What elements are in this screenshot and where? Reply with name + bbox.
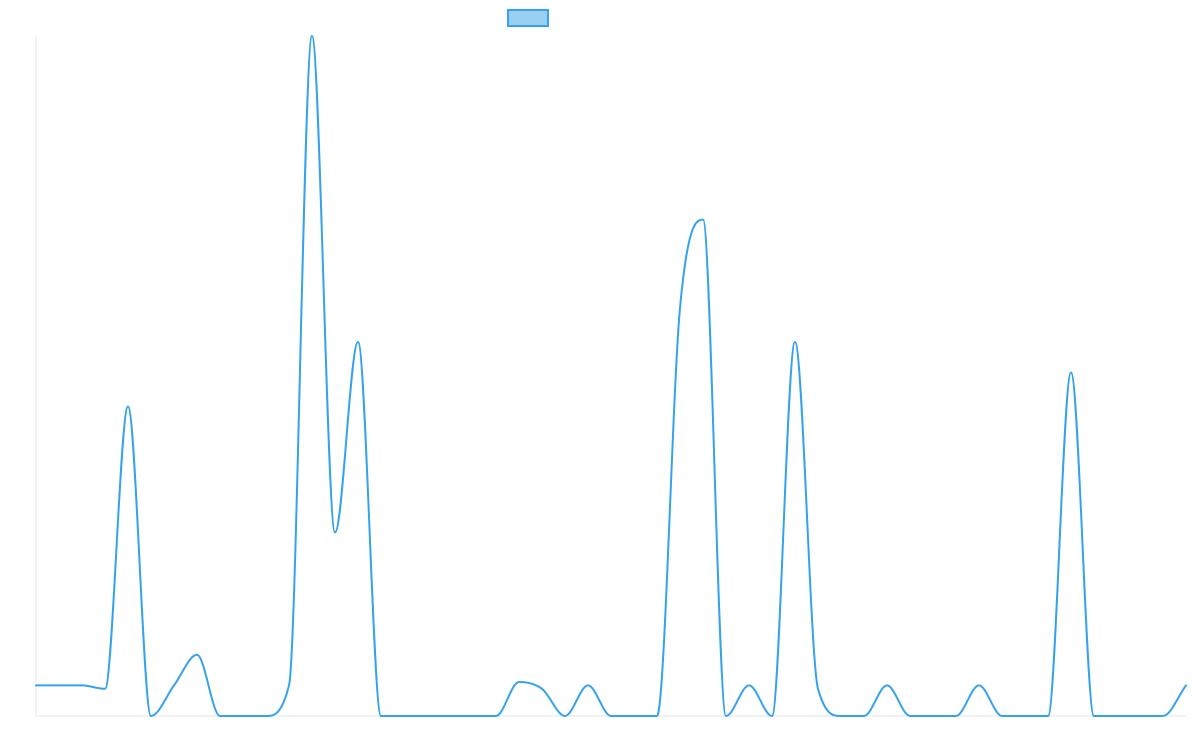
series-line-0 <box>35 35 1187 717</box>
data-point[interactable] <box>516 679 522 685</box>
data-point[interactable] <box>953 713 959 719</box>
series-group <box>33 33 1189 719</box>
data-point[interactable] <box>1091 713 1097 719</box>
data-point[interactable] <box>332 529 338 535</box>
data-point[interactable] <box>355 339 361 345</box>
data-point[interactable] <box>999 713 1005 719</box>
data-point[interactable] <box>838 713 844 719</box>
data-point[interactable] <box>125 404 131 410</box>
data-point[interactable] <box>746 682 752 688</box>
data-point[interactable] <box>424 713 430 719</box>
data-point[interactable] <box>33 682 39 688</box>
data-point[interactable] <box>792 339 798 345</box>
legend[interactable] <box>507 9 549 27</box>
data-point[interactable] <box>470 713 476 719</box>
data-point[interactable] <box>102 686 108 692</box>
data-point[interactable] <box>1160 713 1166 719</box>
data-point[interactable] <box>1183 682 1189 688</box>
data-point[interactable] <box>240 713 246 719</box>
data-point[interactable] <box>286 682 292 688</box>
data-point[interactable] <box>1114 713 1120 719</box>
data-point[interactable] <box>654 713 660 719</box>
data-point[interactable] <box>1045 713 1051 719</box>
data-point[interactable] <box>56 682 62 688</box>
data-point[interactable] <box>769 713 775 719</box>
data-point[interactable] <box>79 682 85 688</box>
data-point[interactable] <box>884 682 890 688</box>
data-point[interactable] <box>976 682 982 688</box>
data-point[interactable] <box>194 652 200 658</box>
data-point[interactable] <box>562 713 568 719</box>
data-point[interactable] <box>171 682 177 688</box>
data-point[interactable] <box>1022 713 1028 719</box>
data-point[interactable] <box>631 713 637 719</box>
data-point[interactable] <box>148 713 154 719</box>
data-point[interactable] <box>815 686 821 692</box>
data-point[interactable] <box>907 713 913 719</box>
data-point[interactable] <box>700 217 706 223</box>
data-point[interactable] <box>1068 370 1074 376</box>
data-point[interactable] <box>585 682 591 688</box>
data-point[interactable] <box>493 713 499 719</box>
data-point[interactable] <box>378 713 384 719</box>
data-point[interactable] <box>677 305 683 311</box>
legend-swatch[interactable] <box>507 9 549 27</box>
data-point[interactable] <box>723 713 729 719</box>
data-point[interactable] <box>539 686 545 692</box>
data-point[interactable] <box>263 713 269 719</box>
data-point[interactable] <box>1137 713 1143 719</box>
data-point[interactable] <box>861 713 867 719</box>
data-point[interactable] <box>608 713 614 719</box>
data-point[interactable] <box>401 713 407 719</box>
data-point[interactable] <box>447 713 453 719</box>
data-point[interactable] <box>930 713 936 719</box>
data-point[interactable] <box>309 33 315 39</box>
data-point[interactable] <box>217 713 223 719</box>
